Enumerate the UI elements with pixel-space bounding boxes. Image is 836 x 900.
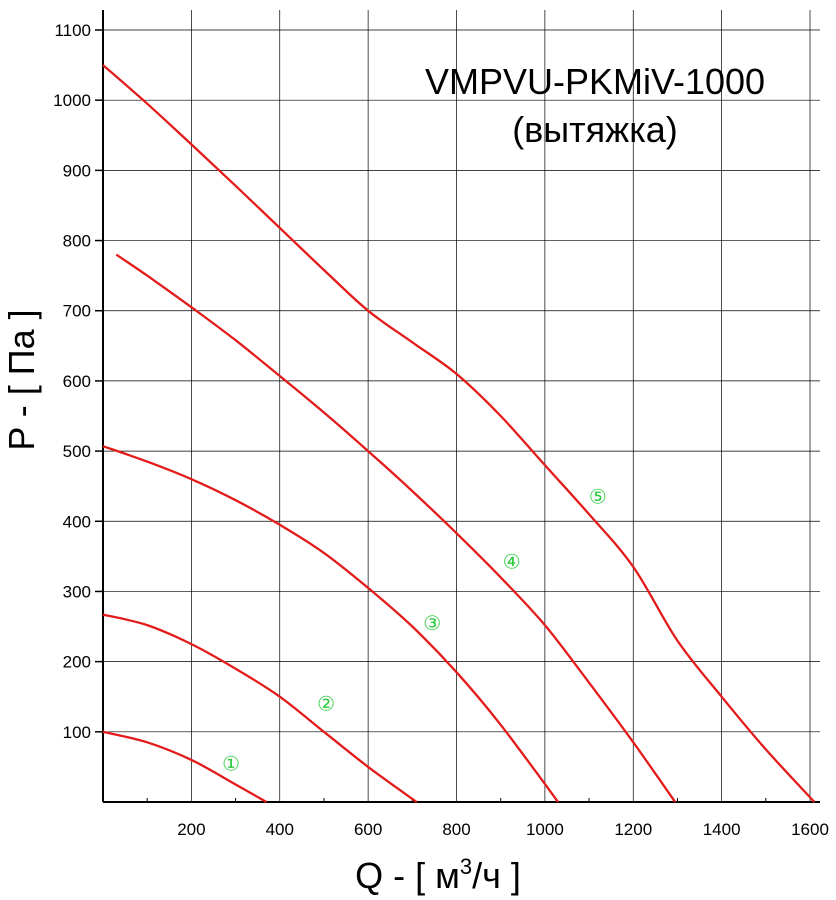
- y-tick-label: 600: [63, 372, 91, 391]
- curve-label-2: ②: [317, 692, 335, 716]
- y-axis-title: P - [ Па ]: [1, 309, 42, 450]
- x-tick-label: 600: [354, 820, 382, 839]
- y-tick-label: 200: [63, 653, 91, 672]
- axes: [102, 10, 820, 803]
- y-tick-label: 800: [63, 232, 91, 251]
- x-axis-title-main: Q - [ м: [355, 855, 460, 896]
- y-tick-label: 100: [63, 723, 91, 742]
- y-tick-label: 900: [63, 161, 91, 180]
- x-tick-label: 1600: [791, 820, 829, 839]
- x-tick-label: 200: [177, 820, 205, 839]
- curve-label-3: ③: [423, 611, 441, 635]
- x-axis-title: Q - [ м3/ч ]: [355, 854, 521, 896]
- x-tick-label: 400: [266, 820, 294, 839]
- x-tick-label: 1200: [614, 820, 652, 839]
- curve-2: [102, 613, 418, 803]
- x-tick-label: 1400: [703, 820, 741, 839]
- chart-subtitle: (вытяжка): [512, 109, 678, 150]
- curve-label-4: ④: [503, 549, 521, 573]
- y-tick-label: 700: [63, 302, 91, 321]
- curve-label-5: ⑤: [589, 485, 607, 509]
- grid: [95, 10, 820, 802]
- x-tick-label: 1000: [526, 820, 564, 839]
- y-tick-label: 500: [63, 442, 91, 461]
- curve-1: [102, 730, 268, 804]
- tick-labels: 100 200 300 400 500 600 700 800 900 1000 1100 200 40…: [53, 21, 829, 839]
- x-axis-title-superscript: 3: [460, 854, 472, 879]
- y-tick-label: 400: [63, 512, 91, 531]
- curve-label-1: ①: [222, 751, 240, 775]
- y-tick-label: 1100: [54, 21, 91, 40]
- x-tick-label: 800: [442, 820, 470, 839]
- curves: [102, 64, 816, 804]
- curve-4: [115, 253, 677, 803]
- chart-title: VMPVU-PKMiV-1000: [425, 61, 765, 102]
- curve-5: [102, 64, 816, 803]
- y-tick-label: 300: [63, 582, 91, 601]
- curve-3: [102, 445, 560, 803]
- curve-labels: ① ② ③ ④ ⑤: [222, 485, 607, 776]
- y-tick-label: 1000: [53, 91, 91, 110]
- x-axis-title-tail: /ч ]: [472, 855, 521, 896]
